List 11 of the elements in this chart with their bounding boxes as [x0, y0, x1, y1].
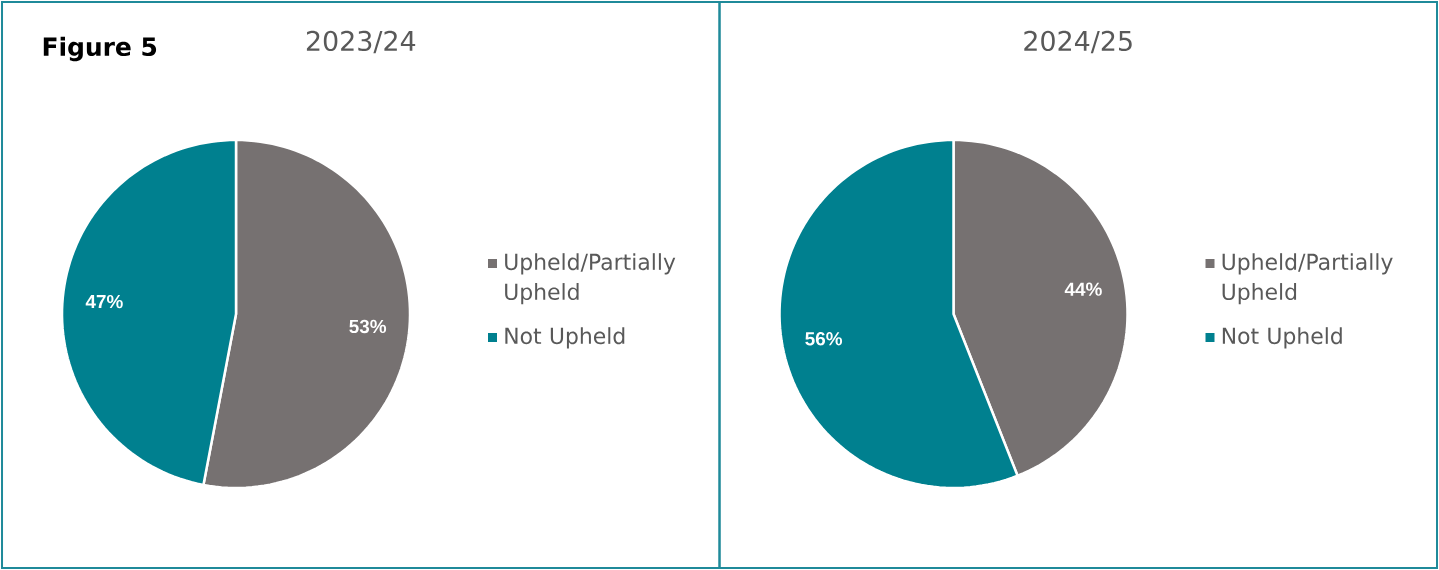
legend-label: Upheld/Partially Upheld [505, 253, 676, 305]
legend-label: Not Upheld [505, 327, 625, 349]
legend-label: Not Upheld [1222, 327, 1342, 349]
chart-title: 2023/24 [306, 30, 416, 54]
data-label: 53% [349, 319, 387, 334]
legend-label: Upheld/Partially Upheld [1222, 253, 1393, 305]
caption: Figure 5 [43, 36, 157, 62]
data-label: 44% [1064, 282, 1102, 296]
data-label: 47% [85, 294, 123, 309]
chart-title: 2024/25 [1024, 30, 1132, 54]
data-label: 56% [805, 332, 843, 346]
